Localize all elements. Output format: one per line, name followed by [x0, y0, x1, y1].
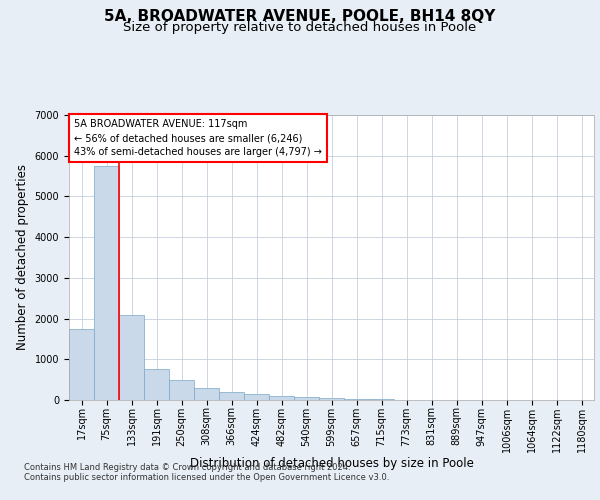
Bar [319, 398, 344, 400]
Bar [119, 314, 144, 400]
Bar [269, 396, 294, 400]
Bar [69, 329, 94, 400]
Bar [169, 380, 194, 400]
Bar [94, 166, 119, 400]
Text: Size of property relative to detached houses in Poole: Size of property relative to detached ho… [124, 21, 476, 34]
Bar [194, 388, 219, 400]
X-axis label: Distribution of detached houses by size in Poole: Distribution of detached houses by size … [190, 458, 473, 470]
Bar [219, 392, 244, 400]
Text: 5A, BROADWATER AVENUE, POOLE, BH14 8QY: 5A, BROADWATER AVENUE, POOLE, BH14 8QY [104, 9, 496, 24]
Bar [344, 399, 369, 400]
Text: Contains HM Land Registry data © Crown copyright and database right 2024.
Contai: Contains HM Land Registry data © Crown c… [24, 462, 389, 482]
Text: 5A BROADWATER AVENUE: 117sqm
← 56% of detached houses are smaller (6,246)
43% of: 5A BROADWATER AVENUE: 117sqm ← 56% of de… [74, 120, 322, 158]
Bar [244, 394, 269, 400]
Bar [144, 370, 169, 400]
Y-axis label: Number of detached properties: Number of detached properties [16, 164, 29, 350]
Bar [294, 398, 319, 400]
